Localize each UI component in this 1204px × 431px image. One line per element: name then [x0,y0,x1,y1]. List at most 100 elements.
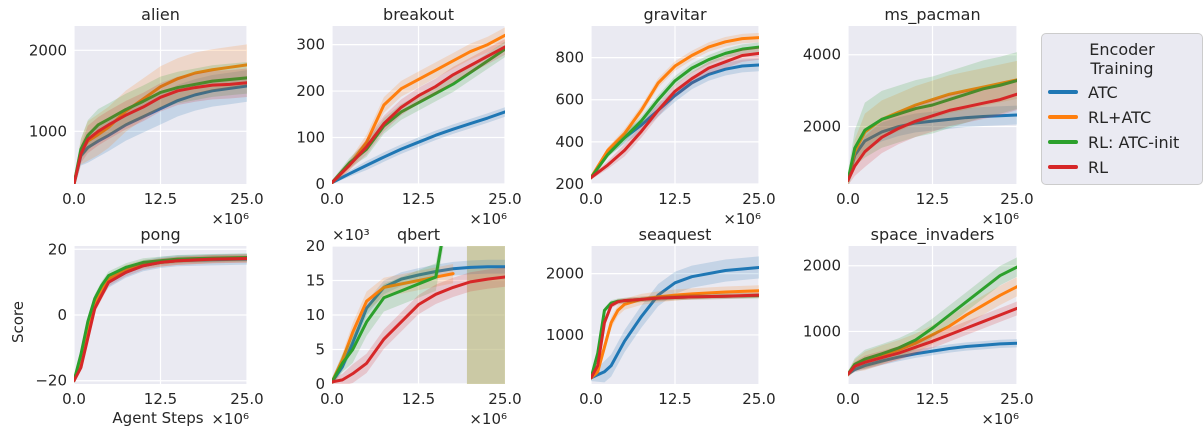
y-tick-label: 200 [296,82,325,100]
series-line-rl [591,51,759,180]
x-multiplier-label: ×10⁶ [469,210,507,228]
panel-gravitar: 0.0 12.5 25.0 200 400 600 800 gravitar ×10⁶ [555,5,775,228]
series-group [591,256,759,383]
y-tick-label: 5 [315,341,325,359]
y-tick-label: 2000 [803,257,841,275]
series-group [332,246,505,384]
ci-band [74,68,247,184]
ci-band [332,39,505,184]
series-line-rl [332,45,505,184]
panel-ms-pacman: 0.0 12.5 25.0 2000 4000 ms_pacman ×10⁶ [803,5,1034,228]
x-multiplier-label: ×10⁶ [723,210,761,228]
series-group [332,27,505,184]
y-tick-label: 200 [555,175,584,193]
panel-seaquest: 0.0 12.5 25.0 1000 2000 seaquest [546,225,776,408]
y-tick-label: 100 [296,129,325,147]
series-line-atc [332,110,505,184]
panel-title: breakout [383,5,454,24]
y-tick-label: 20 [306,237,325,255]
legend-label: RL: ATC-init [1088,132,1180,152]
series-line-rl-atc-init [74,256,247,383]
x-tick-label: 0.0 [579,390,603,408]
ci-band [591,47,759,180]
ci-band [74,70,247,184]
figure-ylabel: Score [9,301,27,343]
series-line-atc [591,265,759,380]
ci-band [74,62,247,184]
panel-title: seaquest [639,225,712,244]
ci-band [848,52,1017,184]
series-line-atc [74,84,247,184]
x-tick-label: 12.5 [402,190,435,208]
legend-label: ATC [1088,82,1118,102]
y-tick-label: 4000 [803,46,841,64]
x-multiplier-label: ×10⁶ [981,210,1019,228]
x-tick-label: 0.0 [320,190,344,208]
ci-band [848,339,1017,376]
legend-item-atc: ATC [1048,81,1118,103]
divergent-band [466,246,505,384]
series-line-rl-atc-init [848,265,1017,376]
figure-xlabel: Agent Steps [112,409,203,427]
x-tick-label: 0.0 [836,390,860,408]
x-multiplier-label: ×10⁶ [211,210,249,228]
x-tick-label: 25.0 [230,390,263,408]
series-line-rl-atc [591,36,759,180]
x-tick-label: 0.0 [62,190,86,208]
ci-band [332,267,505,384]
panel-alien: 0.0 12.5 25.0 1000 2000 alien ×10⁶ [29,5,264,228]
series-line-rl-atc-init [74,76,247,184]
ci-band [74,44,247,184]
legend-label: RL [1088,157,1109,177]
legend-item-rl-atc: RL+ATC [1048,106,1151,128]
y-tick-label: 2000 [803,118,841,136]
series-line-rl-atc [332,33,505,184]
y-tick-label: −20 [35,372,67,390]
x-tick-label: 25.0 [1000,190,1033,208]
ci-band [332,259,505,384]
y-tick-label: 15 [306,272,325,290]
series-group [591,32,759,180]
y-tick-label: 400 [555,133,584,151]
y-tick-label: 2000 [546,265,584,283]
panel-title: gravitar [643,5,707,24]
legend-swatch [1048,165,1078,169]
legend-title-line1: Encoder [1089,40,1155,59]
panel-qbert: 0.0 12.5 25.0 0 5 10 15 20 qbert ×10⁶ ×10³ [306,225,522,428]
panel-title: ms_pacman [884,5,980,25]
x-tick-label: 12.5 [916,190,949,208]
x-tick-label: 0.0 [836,190,860,208]
y-tick-label: 1000 [29,122,67,140]
series-line-rl [74,81,247,184]
y-tick-label: 1000 [803,322,841,340]
x-tick-label: 25.0 [742,390,775,408]
legend: Encoder Training ATC RL+ATC RL: ATC-init… [1041,33,1203,185]
panel-pong: 0.0 12.5 25.0 −20 0 20 pong ×10⁶ [35,225,263,428]
y-tick-label: 600 [555,91,584,109]
series-line-rl [74,256,247,383]
series-line-rl [591,293,759,380]
panel-title: qbert [397,225,440,244]
series-group [848,52,1017,184]
series-group [74,253,247,383]
series-group [848,257,1017,378]
legend-swatch [1048,115,1078,119]
x-tick-label: 12.5 [144,190,177,208]
panel-title: alien [141,5,180,24]
x-tick-label: 0.0 [579,190,603,208]
ci-band [848,105,1017,184]
series-line-rl [848,306,1017,376]
x-multiplier-label: ×10⁶ [981,410,1019,428]
x-tick-label: 25.0 [230,190,263,208]
x-tick-label: 25.0 [488,390,521,408]
legend-item-rl: RL [1048,156,1108,178]
series-line-atc [848,341,1017,376]
series-line-rl [848,92,1017,182]
series-line-rl-atc-init [848,79,1017,182]
series-line-rl-atc-init [332,246,443,384]
ci-band [591,32,759,180]
series-line-rl [332,275,505,384]
panel-space-invaders: 0.0 12.5 25.0 1000 2000 space_invaders ×10⁶ [803,225,1034,428]
panel-breakout: 0.0 12.5 25.0 0 100 200 300 breakout ×10⁶ [296,5,521,228]
